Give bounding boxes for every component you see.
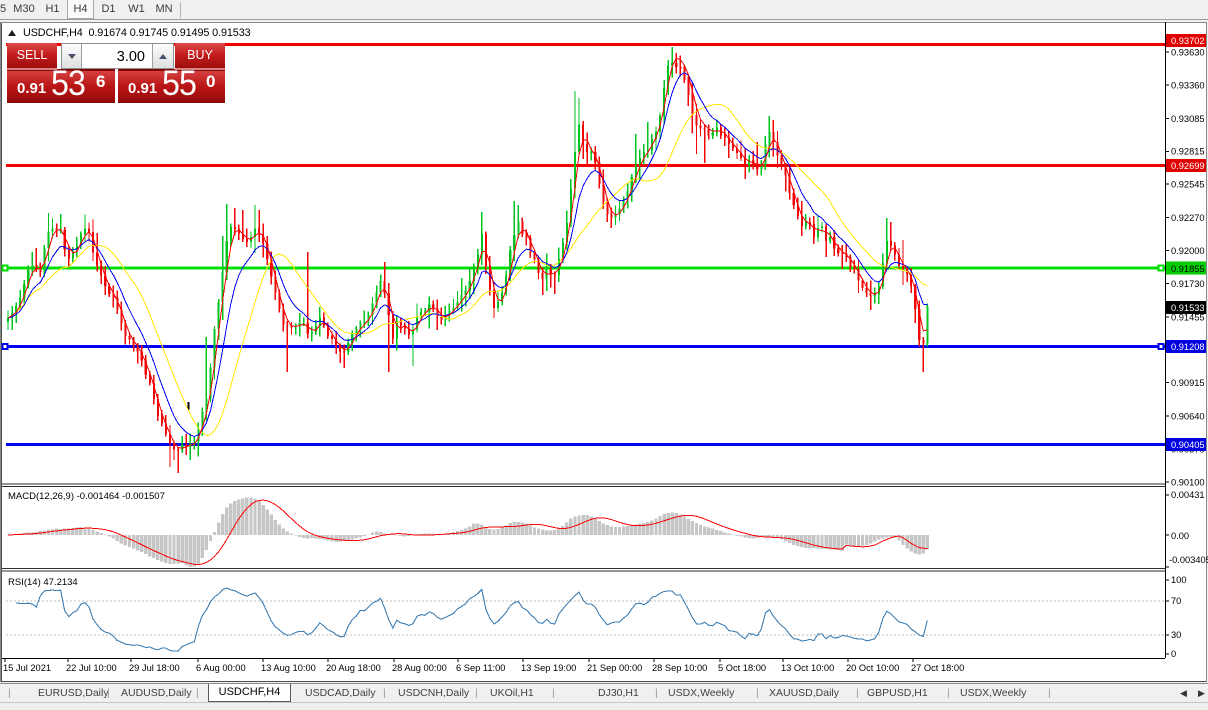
svg-text:6 Aug 00:00: 6 Aug 00:00 [196, 663, 246, 673]
svg-text:0.92815: 0.92815 [1171, 147, 1205, 157]
svg-text:0.92270: 0.92270 [1171, 213, 1205, 223]
svg-text:0.93630: 0.93630 [1171, 47, 1205, 57]
svg-text:RSI(14) 47.2134: RSI(14) 47.2134 [8, 577, 78, 588]
svg-text:20 Oct 10:00: 20 Oct 10:00 [846, 663, 899, 673]
svg-text:28 Sep 10:00: 28 Sep 10:00 [652, 663, 707, 673]
svg-text:0.90640: 0.90640 [1171, 412, 1205, 422]
svg-text:30: 30 [1171, 630, 1181, 640]
svg-text:29 Jul 18:00: 29 Jul 18:00 [129, 663, 180, 673]
svg-text:0.91533: 0.91533 [1171, 303, 1205, 313]
svg-text:20 Aug 18:00: 20 Aug 18:00 [326, 663, 381, 673]
svg-text:13 Oct 10:00: 13 Oct 10:00 [781, 663, 834, 673]
svg-text:0.91208: 0.91208 [1171, 342, 1205, 352]
svg-text:0.93702: 0.93702 [1171, 36, 1205, 46]
svg-text:70: 70 [1171, 596, 1181, 606]
svg-text:5 Oct 18:00: 5 Oct 18:00 [718, 663, 766, 673]
svg-text:28 Aug 00:00: 28 Aug 00:00 [392, 663, 447, 673]
svg-text:15 Jul 2021: 15 Jul 2021 [3, 663, 51, 673]
svg-text:0.90100: 0.90100 [1171, 477, 1205, 487]
svg-text:0.92545: 0.92545 [1171, 180, 1205, 190]
svg-text:100: 100 [1171, 575, 1187, 585]
svg-text:6 Sep 11:00: 6 Sep 11:00 [456, 663, 505, 673]
svg-text:0.90405: 0.90405 [1171, 440, 1205, 450]
svg-text:21 Sep 00:00: 21 Sep 00:00 [587, 663, 642, 673]
svg-text:0.00431: 0.00431 [1171, 490, 1205, 500]
svg-text:0.91455: 0.91455 [1171, 312, 1205, 322]
svg-text:0.92000: 0.92000 [1171, 246, 1205, 256]
svg-text:0.90915: 0.90915 [1171, 378, 1205, 388]
svg-text:27 Oct 18:00: 27 Oct 18:00 [911, 663, 964, 673]
svg-text:0.93085: 0.93085 [1171, 114, 1205, 124]
svg-text:0: 0 [1171, 649, 1176, 659]
svg-text:0.00: 0.00 [1171, 531, 1189, 541]
svg-text:22 Jul 10:00: 22 Jul 10:00 [66, 663, 117, 673]
svg-text:-0.003405: -0.003405 [1169, 555, 1208, 565]
svg-text:0.93360: 0.93360 [1171, 80, 1205, 90]
svg-text:MACD(12,26,9) -0.001464 -0.001: MACD(12,26,9) -0.001464 -0.001507 [8, 491, 165, 502]
svg-text:0.91855: 0.91855 [1171, 264, 1205, 274]
svg-text:13 Sep 19:00: 13 Sep 19:00 [521, 663, 576, 673]
svg-text:13 Aug 10:00: 13 Aug 10:00 [261, 663, 316, 673]
svg-text:0.91730: 0.91730 [1171, 279, 1205, 289]
svg-text:0.92699: 0.92699 [1171, 161, 1205, 171]
